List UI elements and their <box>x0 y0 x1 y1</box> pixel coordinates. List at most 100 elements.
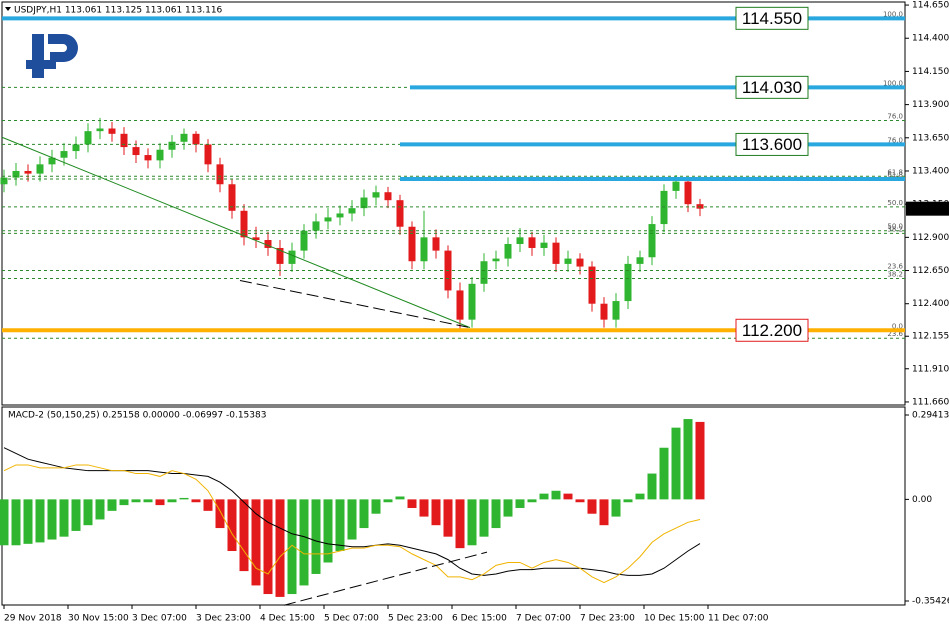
candle-body <box>288 250 296 264</box>
histogram-bar <box>383 499 393 503</box>
histogram-bar <box>479 499 489 537</box>
histogram-bar <box>23 499 33 544</box>
macd-line <box>3 464 701 584</box>
histogram-bar <box>467 499 477 546</box>
price-panel <box>1 1 906 406</box>
histogram-bar <box>131 499 141 503</box>
candle-body <box>204 144 212 165</box>
candle-body <box>588 266 596 304</box>
histogram-bar <box>191 499 201 503</box>
fib-label: 23.6 <box>887 330 903 338</box>
histogram-bar <box>551 490 561 500</box>
candle-body <box>132 147 140 156</box>
current-price-label: 113.116 <box>909 204 946 214</box>
candle-body <box>60 151 68 158</box>
candle-body <box>684 181 692 205</box>
histogram-bar <box>107 499 117 511</box>
histogram-bar <box>35 499 45 543</box>
x-tick-label: 5 Dec 23:00 <box>388 614 443 624</box>
title-arrow <box>5 7 11 11</box>
candle-body <box>528 237 536 248</box>
candle-body <box>348 208 356 214</box>
histogram-bar <box>623 499 633 503</box>
histogram-bar <box>143 499 153 503</box>
y-tick-label: 111.660 <box>912 397 949 407</box>
candle-body <box>432 237 440 251</box>
histogram-bar <box>119 499 129 506</box>
y-tick-label: 114.650 <box>912 1 949 11</box>
fib-label: 23.6 <box>887 263 903 271</box>
histogram-bar <box>611 499 621 517</box>
histogram-bar <box>47 499 57 540</box>
histogram-bar <box>527 499 537 503</box>
fib-label: 61.8 <box>887 168 903 176</box>
histogram-bar <box>563 493 573 500</box>
candle-body <box>408 226 416 262</box>
candle-body <box>24 170 32 174</box>
y-tick-label: 114.150 <box>912 67 949 77</box>
histogram-bar <box>659 447 669 500</box>
histogram-bar <box>419 499 429 517</box>
fib-label: 50.0 <box>887 223 903 231</box>
candle-body <box>120 133 128 148</box>
fib-label: 38.2 <box>887 225 903 233</box>
histogram-bar <box>0 499 9 546</box>
macd-panel <box>1 406 906 606</box>
y-tick-label: 0.29413 <box>912 410 949 420</box>
histogram-bar <box>695 421 705 500</box>
histogram-bar <box>299 499 309 586</box>
histogram-bar <box>311 499 321 574</box>
x-tick-label: 7 Dec 23:00 <box>580 614 635 624</box>
x-tick-label: 29 Nov 2018 <box>4 614 62 624</box>
histogram-bar <box>239 499 249 572</box>
candle-body <box>468 283 476 320</box>
histogram-bar <box>431 499 441 526</box>
histogram-bar <box>575 499 585 503</box>
candle-body <box>0 177 8 185</box>
histogram-bar <box>443 499 453 537</box>
trend-line <box>239 279 471 329</box>
y-tick-label: 112.400 <box>912 299 949 309</box>
histogram-bar <box>683 419 693 500</box>
candle-body <box>192 133 200 145</box>
candle-body <box>144 155 152 161</box>
histogram-bar <box>347 499 357 540</box>
level-label: 114.550 <box>742 9 802 28</box>
histogram-bar <box>395 496 405 500</box>
candle-body <box>492 258 500 262</box>
y-tick-label: 112.650 <box>912 266 949 276</box>
candle-body <box>228 184 236 211</box>
macd-title: MACD-2 (50,150,25) 0.25158 0.00000 -0.06… <box>8 411 266 421</box>
y-tick-label: 111.910 <box>912 364 949 374</box>
histogram-bar <box>455 499 465 549</box>
histogram-bar <box>323 499 333 563</box>
level-box <box>735 132 809 156</box>
histogram-bar <box>647 473 657 500</box>
candle-body <box>504 243 512 259</box>
y-tick-label: 0.00 <box>912 495 932 505</box>
histogram-bar <box>491 499 501 529</box>
histogram-bar <box>407 499 417 508</box>
logo <box>26 34 78 78</box>
histogram-bar <box>179 497 189 500</box>
fib-label: 100.0 <box>883 79 903 87</box>
candle-body <box>600 303 608 320</box>
candle-body <box>168 141 176 150</box>
candle-body <box>324 217 332 222</box>
candle-body <box>360 197 368 209</box>
candle-body <box>312 221 320 231</box>
candle-body <box>612 301 620 320</box>
candle-body <box>48 157 56 165</box>
x-tick-label: 3 Dec 07:00 <box>132 614 187 624</box>
histogram-bar <box>287 499 297 595</box>
y-tick-label: 112.155 <box>912 332 949 342</box>
fib-label: 50.0 <box>887 199 903 207</box>
fib-label: 76.0 <box>887 113 903 121</box>
histogram-bar <box>335 499 345 552</box>
histogram-bar <box>203 499 213 511</box>
histogram-bar <box>59 499 69 537</box>
x-tick-label: 4 Dec 15:00 <box>260 614 315 624</box>
histogram-bar <box>155 499 165 506</box>
candle-body <box>372 192 380 198</box>
